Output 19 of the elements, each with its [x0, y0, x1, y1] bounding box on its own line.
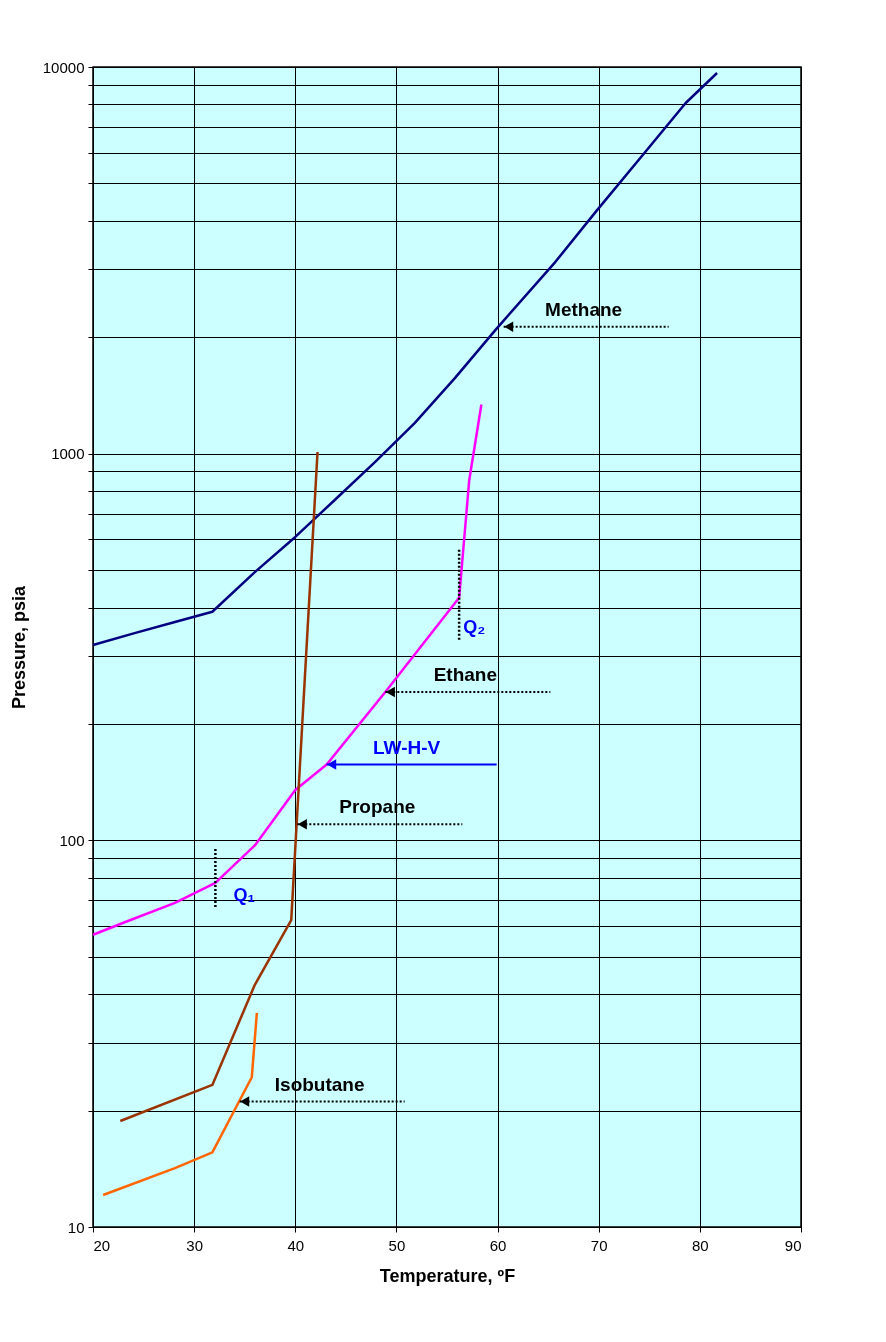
x-tick-label: 20 [93, 1236, 111, 1254]
y-tick-label: 1000 [51, 445, 85, 463]
x-tick-label: 90 [784, 1236, 802, 1254]
x-tick-label: 50 [388, 1236, 406, 1254]
x-tick-label: 40 [287, 1236, 305, 1254]
y-tick-label: 100 [59, 831, 85, 849]
x-axis-title: Temperature, ºF [379, 1265, 516, 1286]
y-tick-label: 10000 [42, 58, 85, 76]
y-axis-title: Pressure, psia [8, 584, 29, 710]
x-tick-label: 70 [590, 1236, 608, 1254]
annotation: Q₁ [233, 884, 255, 905]
y-tick-label: 10 [67, 1218, 85, 1236]
x-tick-label: 30 [186, 1236, 203, 1254]
line-series [101, 1011, 259, 1197]
annotation: Q₂ [463, 616, 486, 637]
x-tick-label: 60 [489, 1236, 507, 1254]
x-tick-label: 80 [692, 1236, 709, 1254]
annotation: Ethane [433, 663, 497, 685]
line-series [91, 71, 719, 647]
